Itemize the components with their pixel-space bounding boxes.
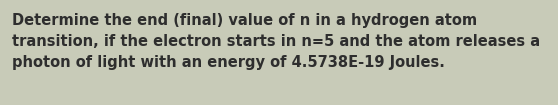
- Text: Determine the end (final) value of n in a hydrogen atom
transition, if the elect: Determine the end (final) value of n in …: [12, 13, 540, 70]
